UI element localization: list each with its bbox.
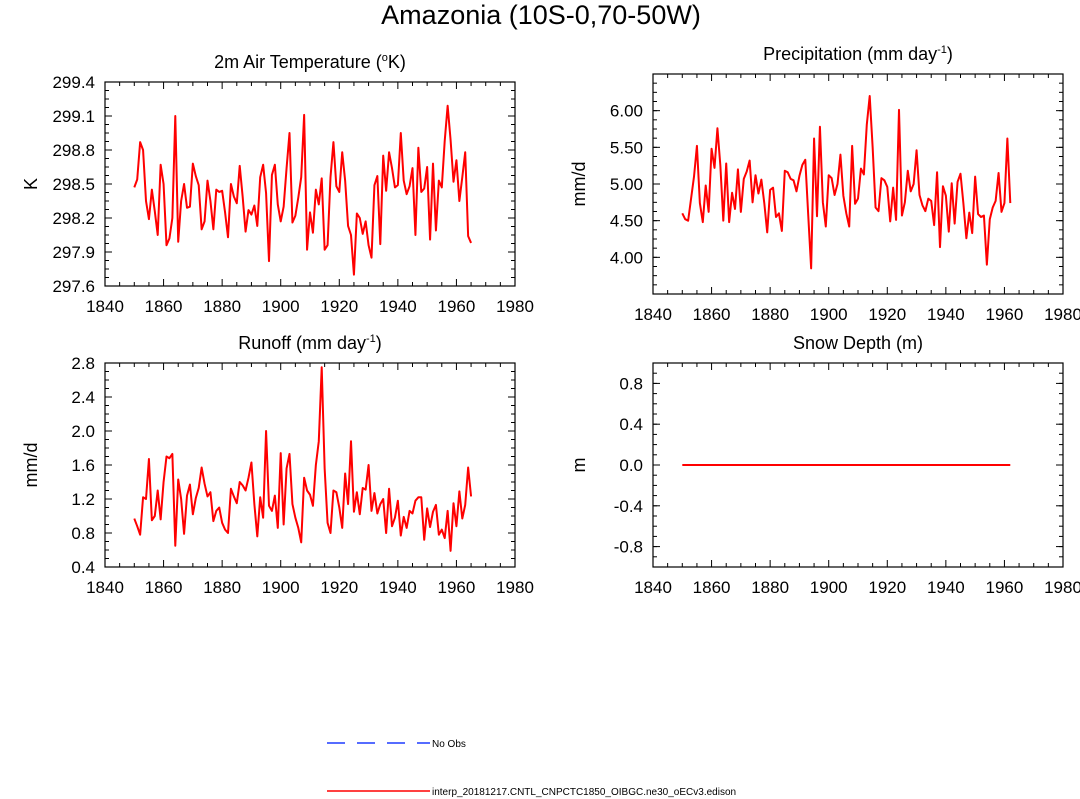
panel-title-main: Snow Depth (m) bbox=[793, 333, 923, 353]
x-tick-label: 1940 bbox=[927, 305, 965, 324]
x-tick-label: 1880 bbox=[751, 305, 789, 324]
plot-frame bbox=[652, 73, 1064, 295]
y-tick-label: 0.4 bbox=[71, 558, 95, 577]
legend: No Obs interp_20181217.CNTL_CNPCTC1850_O… bbox=[327, 739, 736, 798]
panel-title-superscript: -1 bbox=[937, 44, 947, 56]
x-tick-label: 1960 bbox=[986, 305, 1024, 324]
y-tick-label: 298.2 bbox=[52, 209, 95, 228]
y-axis-label: mm/d bbox=[569, 162, 589, 207]
figure-title: Amazonia (10S-0,70-50W) bbox=[381, 0, 701, 30]
x-tick-label: 1940 bbox=[927, 578, 965, 597]
x-tick-label: 1920 bbox=[320, 578, 358, 597]
y-tick-label: 299.4 bbox=[52, 73, 95, 92]
x-tick-label: 1840 bbox=[86, 297, 124, 316]
y-tick-label: 0.0 bbox=[619, 456, 643, 475]
panel-title-superscript: o bbox=[382, 52, 388, 64]
series-line-model bbox=[133, 104, 472, 276]
panel-title-superscript: -1 bbox=[366, 333, 376, 345]
panel-title-main: Runoff (mm day bbox=[238, 333, 366, 353]
panel-4: Snow Depth (m) m 1840 1860 1880 1900 1920 1940 1… bbox=[569, 333, 1080, 597]
y-tick-label: 0.8 bbox=[619, 374, 643, 393]
y-tick-label: 2.8 bbox=[71, 354, 95, 373]
panel-3: Runoff (mm day-1) mm/d 1840 1860 1880 1900 192… bbox=[21, 333, 534, 597]
y-tick-label: -0.8 bbox=[614, 538, 643, 557]
panel-title-tail: ) bbox=[376, 333, 382, 353]
x-tick-label: 1840 bbox=[86, 578, 124, 597]
y-tick-label: 298.8 bbox=[52, 141, 95, 160]
plot-frame bbox=[104, 81, 516, 287]
x-tick-label: 1900 bbox=[810, 305, 848, 324]
y-tick-label: 2.0 bbox=[71, 422, 95, 441]
y-tick-label: 4.50 bbox=[610, 212, 643, 231]
y-axis-label: m bbox=[569, 458, 589, 473]
panel-title: 2m Air Temperature (oK) bbox=[214, 52, 406, 72]
panel-title-tail: K) bbox=[388, 52, 406, 72]
x-tick-label: 1920 bbox=[868, 578, 906, 597]
y-tick-label: 297.6 bbox=[52, 277, 95, 296]
x-tick-label: 1900 bbox=[810, 578, 848, 597]
y-tick-label: -0.4 bbox=[614, 497, 643, 516]
panel-title: Runoff (mm day-1) bbox=[238, 333, 382, 353]
y-tick-label: 6.00 bbox=[610, 102, 643, 121]
y-tick-label: 297.9 bbox=[52, 243, 95, 262]
y-tick-label: 0.8 bbox=[71, 524, 95, 543]
x-tick-label: 1960 bbox=[438, 297, 476, 316]
x-tick-label: 1880 bbox=[203, 297, 241, 316]
y-tick-label: 1.6 bbox=[71, 456, 95, 475]
panel-1: 2m Air Temperature (oK) K 1840 1860 1880 1900… bbox=[21, 52, 534, 316]
x-tick-label: 1860 bbox=[693, 305, 731, 324]
panel-title-tail: ) bbox=[947, 44, 953, 64]
x-tick-label: 1860 bbox=[145, 578, 183, 597]
y-axis-label: K bbox=[21, 178, 41, 190]
x-tick-label: 1840 bbox=[634, 578, 672, 597]
x-tick-label: 1900 bbox=[262, 297, 300, 316]
y-tick-label: 298.5 bbox=[52, 175, 95, 194]
y-tick-label: 0.4 bbox=[619, 415, 643, 434]
series-line-model bbox=[133, 366, 473, 552]
x-tick-label: 1980 bbox=[496, 578, 534, 597]
x-tick-label: 1940 bbox=[379, 297, 417, 316]
x-tick-label: 1840 bbox=[634, 305, 672, 324]
y-tick-label: 5.50 bbox=[610, 138, 643, 157]
series-line-model bbox=[681, 95, 1012, 270]
y-tick-label: 1.2 bbox=[71, 490, 95, 509]
y-axis-label: mm/d bbox=[21, 443, 41, 488]
x-tick-label: 1980 bbox=[1044, 578, 1080, 597]
x-tick-label: 1860 bbox=[693, 578, 731, 597]
x-tick-label: 1940 bbox=[379, 578, 417, 597]
x-tick-label: 1920 bbox=[868, 305, 906, 324]
x-tick-label: 1960 bbox=[986, 578, 1024, 597]
y-tick-label: 4.00 bbox=[610, 248, 643, 267]
x-tick-label: 1880 bbox=[203, 578, 241, 597]
panel-title: Snow Depth (m) bbox=[793, 333, 923, 353]
panel-2: Precipitation (mm day-1) mm/d 1840 1860 1880… bbox=[569, 44, 1080, 324]
x-tick-label: 1960 bbox=[438, 578, 476, 597]
legend-label-obs: No Obs bbox=[432, 739, 466, 750]
x-tick-label: 1920 bbox=[320, 297, 358, 316]
y-tick-label: 2.4 bbox=[71, 388, 95, 407]
x-tick-label: 1900 bbox=[262, 578, 300, 597]
x-tick-label: 1980 bbox=[1044, 305, 1080, 324]
panels: 2m Air Temperature (oK) K 1840 1860 1880 1900… bbox=[21, 44, 1080, 597]
x-tick-label: 1860 bbox=[145, 297, 183, 316]
panel-title-main: Precipitation (mm day bbox=[763, 44, 937, 64]
x-tick-label: 1880 bbox=[751, 578, 789, 597]
panel-title-main: 2m Air Temperature ( bbox=[214, 52, 382, 72]
y-tick-label: 299.1 bbox=[52, 107, 95, 126]
panel-title: Precipitation (mm day-1) bbox=[763, 44, 953, 64]
x-tick-label: 1980 bbox=[496, 297, 534, 316]
legend-label-model: interp_20181217.CNTL_CNPCTC1850_OIBGC.ne… bbox=[432, 787, 736, 798]
y-tick-label: 5.00 bbox=[610, 175, 643, 194]
